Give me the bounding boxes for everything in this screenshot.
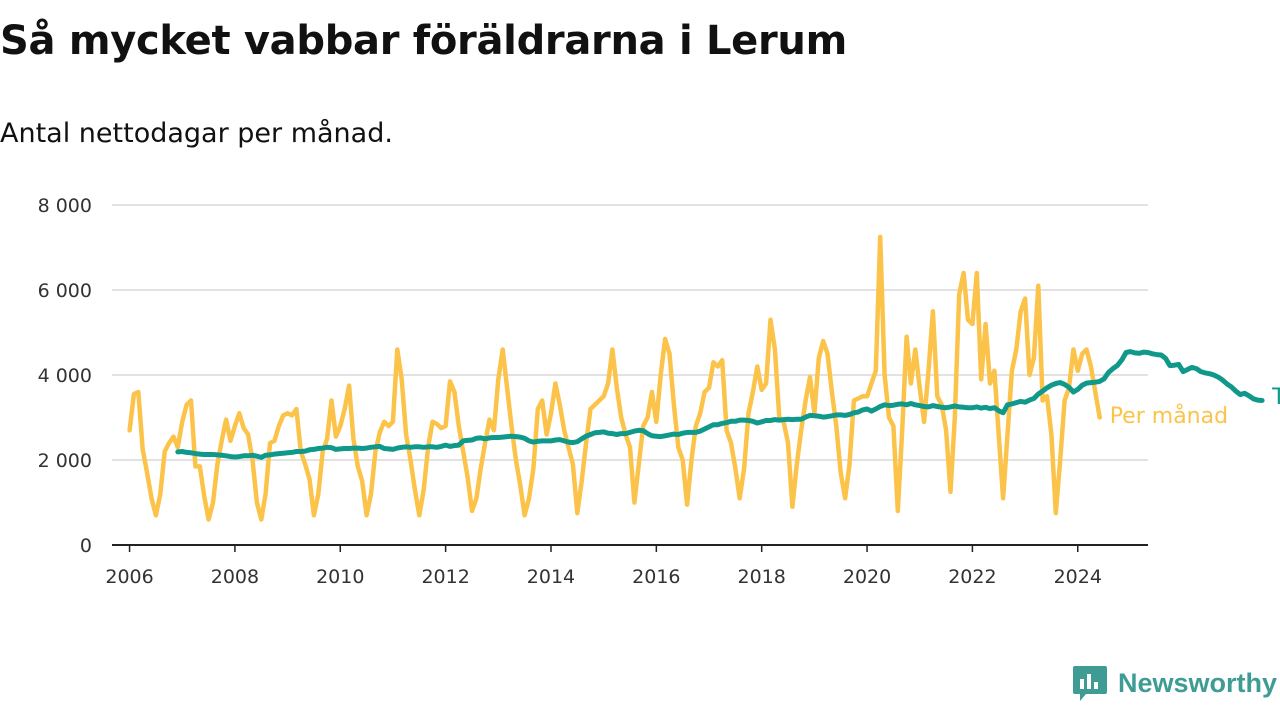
y-axis: 0 2 000 4 000 6 000 8 000 (38, 195, 92, 557)
series-label: Trend (1271, 385, 1280, 410)
x-tick-label: 2010 (316, 566, 364, 588)
y-tick-label: 4 000 (38, 365, 92, 387)
bar-chart-icon (1073, 666, 1107, 701)
y-tick-label: 8 000 (38, 195, 92, 217)
series-lines (127, 234, 1265, 522)
page-title: Så mycket vabbar föräldrarna i Lerum (0, 18, 847, 64)
x-tick-label: 2006 (105, 566, 153, 588)
series-labels: Per månad Trend (1110, 385, 1280, 429)
y-tick-label: 6 000 (38, 280, 92, 302)
x-tick-label: 2016 (632, 566, 680, 588)
x-tick-label: 2008 (211, 566, 259, 588)
brand-name: Newsworthy (1118, 667, 1278, 698)
y-tick-label: 2 000 (38, 450, 92, 472)
x-tick-label: 2020 (843, 566, 891, 588)
page-subtitle: Antal nettodagar per månad. (0, 118, 393, 149)
series-line (175, 349, 1265, 460)
y-tick-label: 0 (80, 535, 92, 557)
brand: Newsworthy (1072, 664, 1277, 702)
x-tick-label: 2022 (948, 566, 996, 588)
x-tick-label: 2012 (421, 566, 469, 588)
x-tick-label: 2024 (1054, 566, 1102, 588)
x-tick-label: 2018 (738, 566, 786, 588)
series-line (127, 234, 1102, 522)
x-axis: 2006 2008 2010 2012 2014 2016 2018 2020 2022 2024 (105, 545, 1102, 588)
series-label: Per månad (1110, 403, 1228, 429)
gridlines (112, 204, 1148, 461)
x-tick-label: 2014 (527, 566, 575, 588)
